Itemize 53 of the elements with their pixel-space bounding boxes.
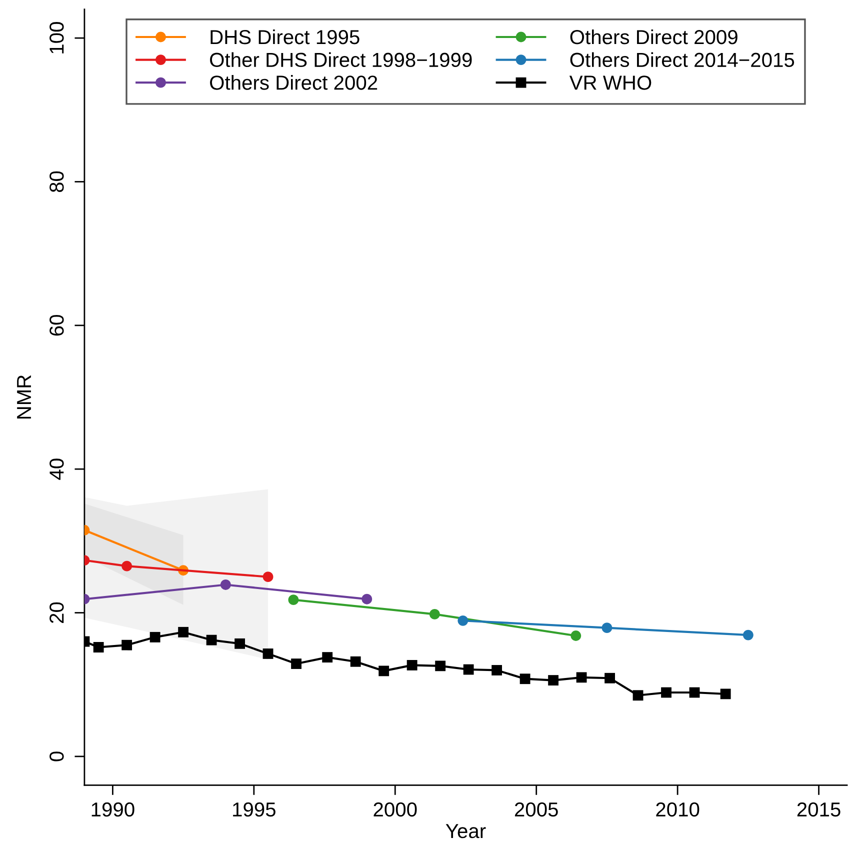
point — [288, 594, 299, 606]
y-tick-label: 0 — [50, 752, 64, 762]
point — [406, 660, 418, 670]
point — [576, 672, 587, 683]
point — [602, 622, 612, 634]
legend-label: VR WHO — [569, 76, 652, 90]
x-tick-label: 1990 — [92, 802, 134, 817]
point — [520, 674, 530, 684]
legend-label: Other DHS Direct 1998−1999 — [210, 52, 472, 68]
y-tick-label: 100 — [50, 22, 64, 54]
y-tick-label: 60 — [50, 314, 64, 336]
legend-label: Others Direct 2014−2015 — [570, 52, 794, 68]
point — [122, 640, 132, 650]
x-tick-label: 2005 — [514, 802, 558, 817]
x-tick-label: 2000 — [374, 802, 417, 817]
point — [93, 642, 104, 652]
point — [435, 660, 446, 672]
point — [378, 666, 390, 676]
point — [262, 648, 274, 659]
point — [720, 688, 731, 700]
y-tick-label: 80 — [50, 171, 64, 192]
point — [742, 630, 754, 640]
point — [458, 615, 468, 626]
point — [291, 658, 302, 669]
point — [150, 632, 160, 642]
point — [220, 580, 231, 590]
x-axis-title: Year — [446, 824, 486, 838]
point — [689, 687, 700, 698]
legend-label: Others Direct 2002 — [210, 75, 378, 90]
legend-label: DHS Direct 1995 — [210, 29, 360, 44]
point — [234, 638, 245, 649]
y-axis-title: NMR — [17, 375, 31, 419]
y-tick-label: 40 — [50, 458, 64, 480]
point — [429, 608, 440, 620]
y-tick-label: 20 — [50, 602, 64, 623]
point — [463, 664, 474, 675]
point — [632, 690, 644, 701]
x-tick-label: 1995 — [233, 802, 276, 817]
point — [262, 572, 274, 582]
legend-label: Others Direct 2009 — [570, 29, 738, 44]
point — [604, 672, 615, 684]
point — [661, 687, 672, 698]
x-tick-label: 2010 — [656, 802, 700, 817]
point — [122, 560, 132, 572]
x-tick-label: 2015 — [797, 802, 840, 817]
point — [492, 665, 502, 676]
point — [322, 652, 333, 663]
point — [178, 626, 189, 638]
point — [350, 656, 361, 667]
point — [362, 594, 372, 604]
point — [570, 630, 582, 641]
point — [548, 675, 558, 686]
point — [206, 634, 217, 646]
